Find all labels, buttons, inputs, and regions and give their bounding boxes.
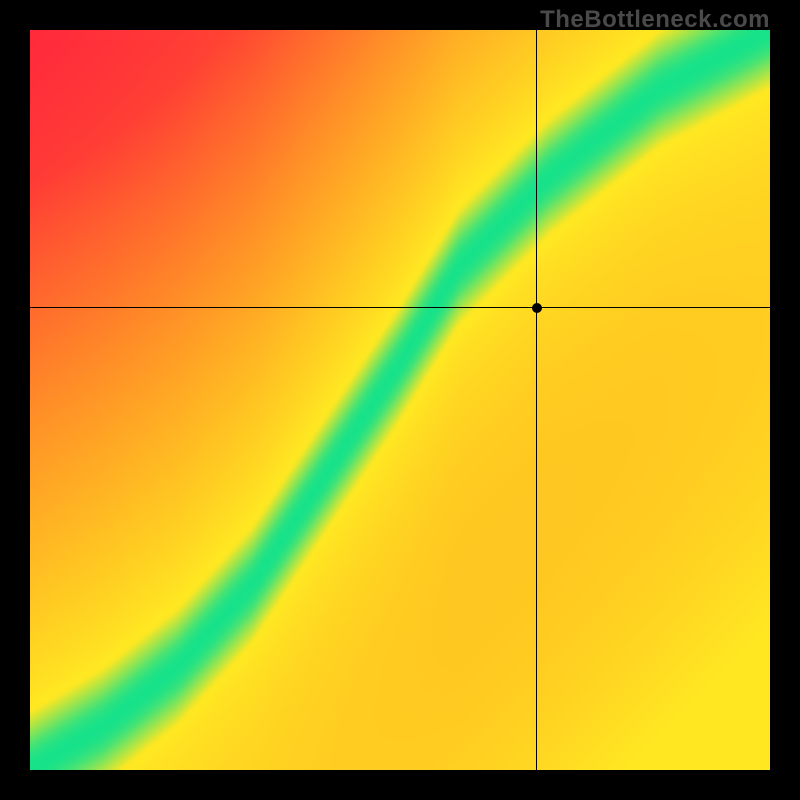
watermark-text: TheBottleneck.com bbox=[540, 6, 770, 34]
heatmap-canvas bbox=[30, 30, 770, 770]
crosshair-horizontal bbox=[30, 307, 770, 308]
crosshair-marker bbox=[532, 303, 542, 313]
chart-frame: TheBottleneck.com bbox=[0, 0, 800, 800]
plot-area bbox=[30, 30, 770, 770]
crosshair-vertical bbox=[536, 30, 537, 770]
